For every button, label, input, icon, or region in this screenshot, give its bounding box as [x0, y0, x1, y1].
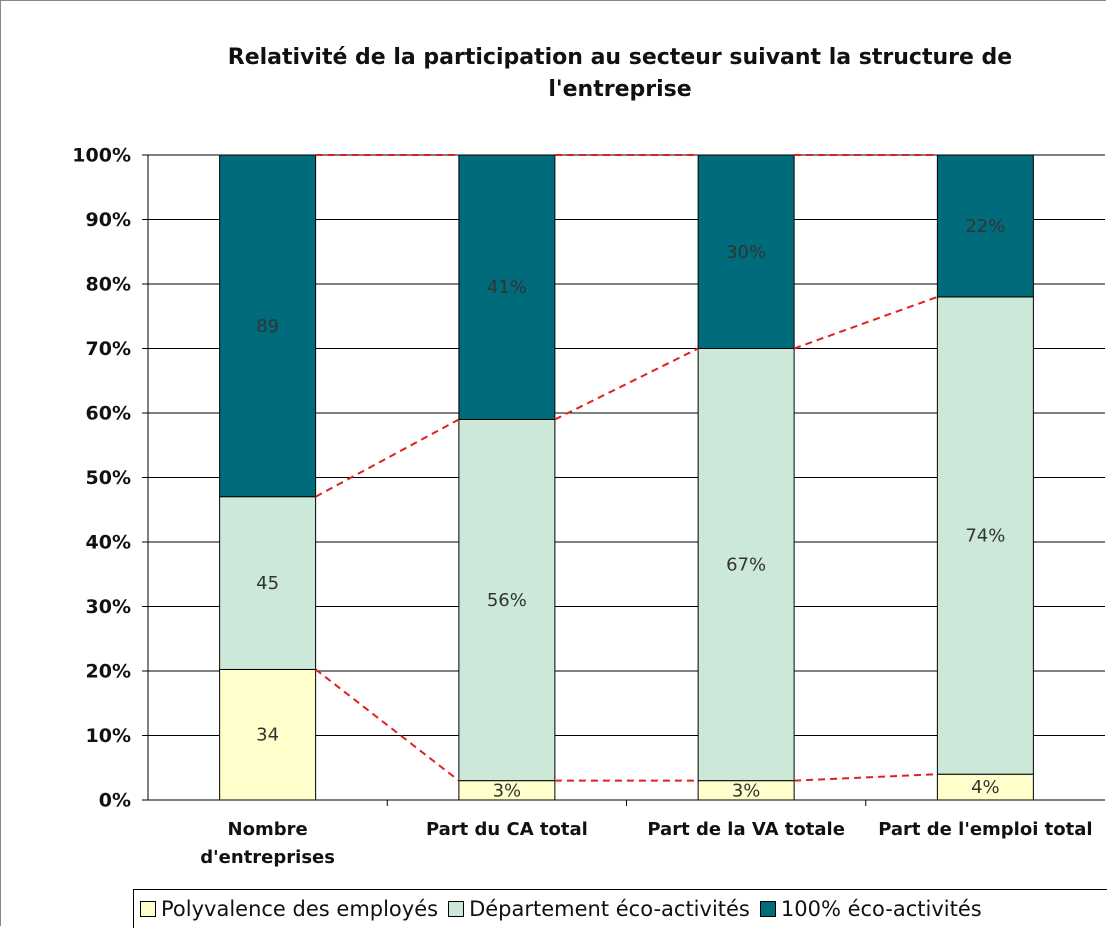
y-tick-label: 70%: [86, 338, 131, 360]
legend-item: Polyvalence des employés: [140, 897, 438, 921]
y-tick-label: 50%: [86, 467, 131, 489]
legend-item: Département éco-activités: [448, 897, 750, 921]
legend-item: 100% éco-activités: [759, 897, 982, 921]
y-tick-label: 20%: [86, 661, 131, 683]
series-line: [554, 347, 699, 421]
legend-label: Département éco-activités: [469, 897, 750, 921]
bar-segment: [936, 154, 1034, 298]
y-tick-label: 100%: [72, 145, 131, 167]
bar-segment: [219, 154, 317, 498]
data-label: 56%: [487, 590, 527, 611]
series-line: [315, 668, 460, 782]
chart-title: Relativité de la participation au secteu…: [227, 45, 1013, 102]
data-label: 4%: [971, 777, 1000, 798]
bar-segment: [219, 496, 317, 670]
bar-segment: [458, 154, 556, 420]
series-line: [793, 295, 938, 350]
y-tick-label: 90%: [86, 209, 131, 231]
bar-segment: [936, 773, 1034, 801]
data-label: 22%: [965, 216, 1005, 237]
legend-swatch: [140, 901, 156, 917]
data-label: 67%: [726, 555, 766, 576]
data-label: 45: [256, 573, 279, 594]
x-tick-label: Nombre d'entreprises: [200, 819, 335, 868]
bar-segment: [697, 348, 795, 782]
data-label: 89: [256, 316, 279, 337]
legend-swatch: [759, 901, 776, 917]
series-line: [315, 418, 460, 498]
x-tick-label: Part de la VA totale: [647, 819, 845, 840]
data-label: 3%: [732, 780, 761, 801]
y-tick-label: 40%: [86, 532, 131, 554]
data-label: 34: [256, 725, 279, 746]
data-label: 74%: [965, 526, 1005, 547]
bar-segment: [219, 668, 317, 801]
legend: Polyvalence des employés Département éco-…: [133, 889, 1107, 928]
y-tick-label: 0%: [99, 790, 131, 812]
bar-segment: [458, 418, 556, 782]
x-tick-label: Part de l'emploi total: [878, 819, 1093, 840]
y-tick-label: 10%: [86, 725, 131, 747]
bar-segment: [697, 154, 795, 349]
y-tick-label: 60%: [86, 403, 131, 425]
y-tick-label: 80%: [86, 274, 131, 296]
data-label: 3%: [493, 780, 522, 801]
data-label: 30%: [726, 242, 766, 263]
x-tick-label: Part du CA total: [425, 819, 588, 840]
bar-segment: [936, 296, 1034, 775]
legend-label: 100% éco-activités: [780, 897, 982, 921]
data-label: 41%: [487, 277, 527, 298]
legend-label: Polyvalence des employés: [161, 897, 439, 921]
y-tick-label: 30%: [86, 596, 131, 618]
legend-swatch: [448, 901, 465, 917]
series-line: [794, 773, 938, 782]
